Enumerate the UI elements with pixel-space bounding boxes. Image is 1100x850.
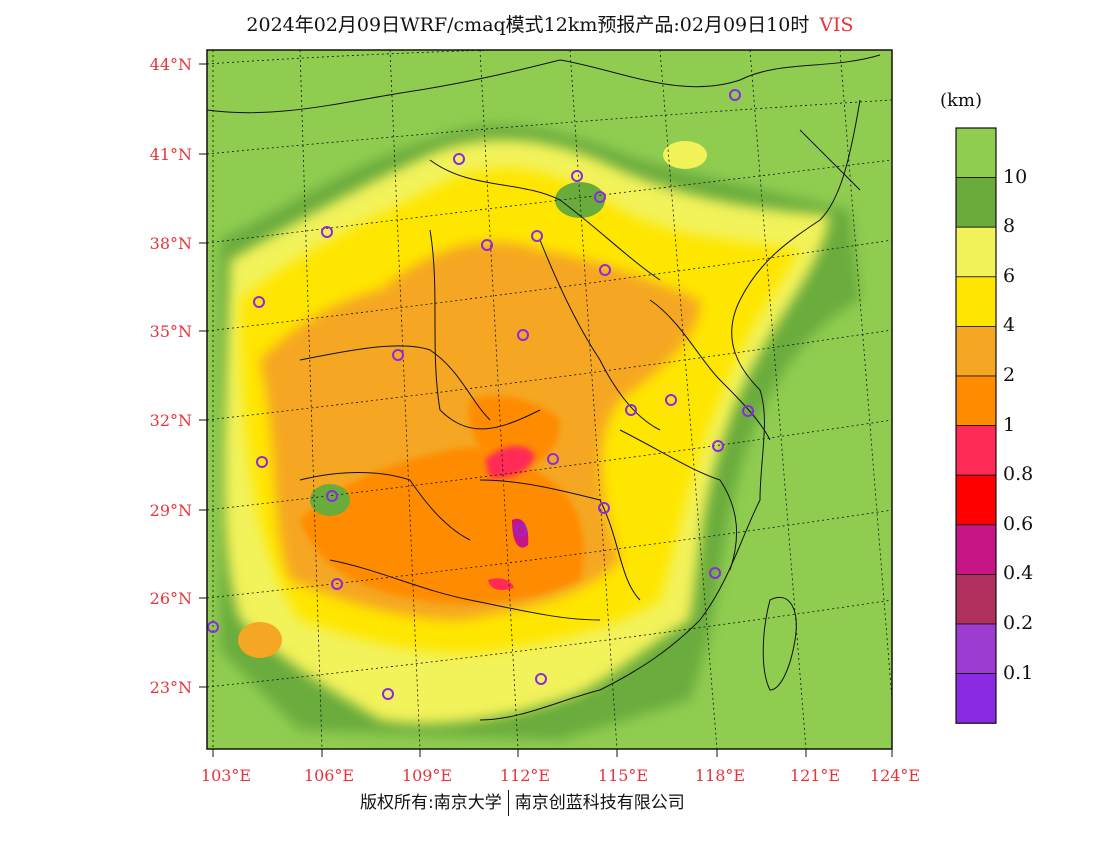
lon-label: 124°E: [870, 766, 920, 785]
variable-label: VIS: [819, 14, 854, 36]
lat-label: 41°N: [150, 145, 192, 164]
legend-tick-label: 0.6: [1003, 512, 1034, 535]
lat-label: 38°N: [150, 234, 192, 253]
legend-swatch: [955, 673, 997, 724]
boundaries: [207, 54, 881, 721]
legend-swatch: [955, 425, 997, 476]
city-markers: [207, 89, 754, 700]
lon-label: 115°E: [598, 766, 648, 785]
legend-tick-label: 4: [1003, 314, 1016, 337]
legend-tick-label: 0.1: [1003, 661, 1034, 684]
copyright-left: 版权所有:南京大学: [360, 793, 502, 813]
lat-axis: 44°N 41°N 38°N 35°N 32°N 29°N 26°N 23°N: [150, 55, 207, 697]
legend-tick-label: 2: [1003, 364, 1016, 386]
legend-tick-label: 6: [1003, 264, 1016, 287]
legend-swatch: [955, 177, 997, 228]
legend-swatch: [955, 127, 997, 178]
legend-frame: [955, 127, 997, 724]
lat-label: 35°N: [150, 322, 192, 341]
copyright-right: 南京创蓝科技有限公司: [514, 793, 685, 813]
legend-unit: (km): [940, 90, 983, 111]
legend-swatch: [955, 325, 997, 377]
legend-swatch: [955, 574, 997, 625]
legend-swatch: [955, 276, 997, 327]
lat-label: 26°N: [150, 589, 192, 608]
legend-tick-label: 1: [1003, 413, 1016, 436]
legend-swatch: [955, 226, 997, 278]
legend-tick-label: 0.2: [1003, 612, 1034, 634]
color-legend: [955, 127, 997, 724]
map-title: 2024年02月09日WRF/cmaq模式12km预报产品:02月09日10时 V…: [0, 10, 1100, 37]
copyright-footer: 版权所有:南京大学 南京创蓝科技有限公司: [360, 788, 685, 816]
visibility-field: [207, 50, 892, 749]
lat-label: 23°N: [150, 678, 192, 697]
legend-tick-label: 8: [1003, 215, 1016, 238]
legend-swatch: [955, 623, 997, 674]
lat-label: 44°N: [150, 55, 192, 74]
legend-swatch: [955, 474, 997, 526]
legend-swatch: [955, 375, 997, 426]
lon-label: 103°E: [201, 766, 251, 785]
legend-tick-label: 10: [1003, 165, 1028, 188]
lon-label: 118°E: [695, 766, 745, 785]
footer-separator: [507, 790, 509, 816]
title-text: 2024年02月09日WRF/cmaq模式12km预报产品:02月09日10时: [246, 14, 810, 36]
lon-label: 121°E: [790, 766, 840, 785]
lat-label: 32°N: [150, 411, 192, 430]
map-frame: [206, 49, 893, 750]
lon-label: 106°E: [304, 766, 354, 785]
lon-label: 109°E: [402, 766, 452, 785]
graticule: [207, 50, 892, 749]
lat-label: 29°N: [150, 501, 192, 520]
lon-axis: 103°E 106°E 109°E 112°E 115°E 118°E 121°…: [201, 749, 920, 785]
lon-label: 112°E: [500, 766, 550, 785]
legend-tick-label: 0.4: [1003, 562, 1034, 585]
legend-tick-label: 0.8: [1003, 463, 1034, 486]
legend-swatch: [955, 524, 997, 575]
